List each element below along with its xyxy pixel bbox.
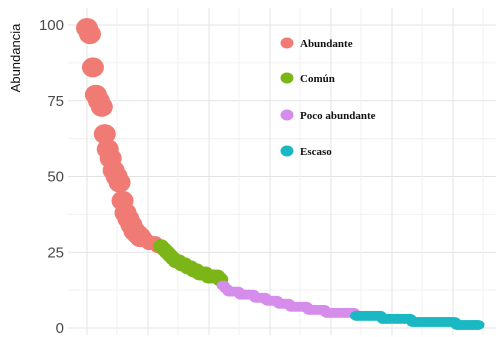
legend-label-abundante: Abundante: [300, 38, 353, 50]
data-point-abundante: [90, 96, 113, 117]
data-point-abundante: [78, 24, 101, 45]
y-tick-label-50: 50: [47, 169, 64, 186]
y-axis-title: Abundancia: [8, 23, 23, 92]
y-tick-label-0: 0: [56, 320, 64, 337]
data-point-escaso: [471, 319, 485, 330]
legend-key-com-n: [280, 72, 294, 84]
legend: Abundante Común Poco abundante Escaso: [280, 37, 376, 158]
legend-label-com-n: Común: [300, 73, 335, 85]
y-tick-label-100: 100: [39, 17, 64, 34]
legend-label-poco-abundante: Poco abundante: [300, 110, 376, 122]
legend-label-escaso: Escaso: [300, 146, 332, 158]
y-axis: 0 25 50 75 100: [39, 17, 64, 337]
data-point-abundante: [81, 57, 104, 78]
legend-key-abundante: [280, 37, 294, 49]
legend-key-poco-abundante: [280, 109, 294, 121]
data-points: [76, 18, 485, 330]
y-tick-label-75: 75: [47, 93, 64, 110]
data-point-abundante: [93, 124, 116, 145]
legend-key-escaso: [280, 145, 294, 157]
y-tick-label-25: 25: [47, 244, 64, 261]
data-point-abundante: [108, 172, 131, 193]
plot-grid: [68, 8, 496, 335]
